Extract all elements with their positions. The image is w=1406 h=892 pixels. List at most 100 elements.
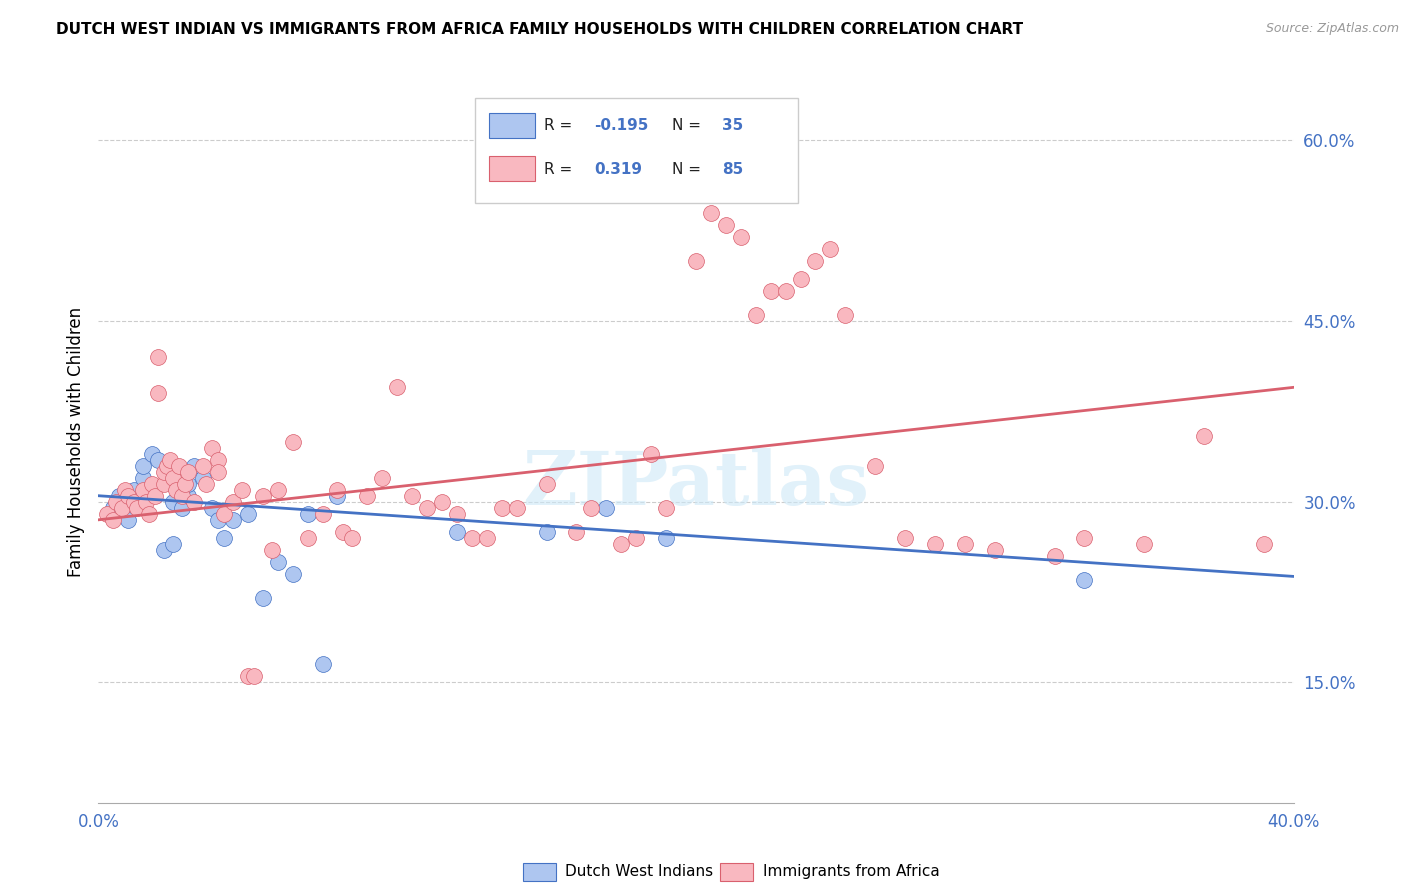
Point	[243, 669, 266, 683]
Point	[834, 308, 856, 322]
Point	[117, 513, 139, 527]
Text: Source: ZipAtlas.com: Source: ZipAtlas.com	[1265, 22, 1399, 36]
Point	[127, 500, 149, 515]
Point	[103, 513, 125, 527]
Point	[111, 500, 134, 515]
Point	[430, 494, 453, 508]
Point	[153, 476, 176, 491]
Point	[655, 531, 678, 545]
Point	[162, 470, 184, 484]
Point	[775, 284, 797, 298]
Point	[165, 483, 187, 497]
Point	[326, 483, 349, 497]
Bar	[489, 112, 534, 138]
Point	[595, 500, 617, 515]
Point	[162, 494, 184, 508]
Point	[260, 542, 283, 557]
Point	[446, 524, 468, 539]
Point	[212, 531, 235, 545]
Point	[281, 567, 304, 582]
Point	[132, 458, 155, 473]
Point	[311, 657, 333, 672]
Point	[114, 494, 136, 508]
Point	[356, 489, 378, 503]
Point	[640, 446, 662, 460]
Point	[626, 531, 648, 545]
Point	[201, 441, 224, 455]
Point	[156, 458, 179, 473]
Point	[132, 470, 155, 484]
Text: -0.195: -0.195	[595, 119, 648, 133]
Point	[506, 500, 529, 515]
Text: 35: 35	[723, 119, 744, 133]
Point	[1073, 573, 1095, 587]
Bar	[489, 156, 534, 181]
Point	[475, 531, 498, 545]
Point	[714, 218, 737, 232]
Text: R =: R =	[544, 161, 582, 177]
Point	[311, 507, 333, 521]
Point	[148, 350, 170, 364]
Point	[371, 470, 394, 484]
Point	[222, 494, 245, 508]
Point	[610, 537, 633, 551]
Point	[1253, 537, 1275, 551]
Point	[148, 452, 170, 467]
Point	[1043, 549, 1066, 563]
Point	[183, 494, 205, 508]
Point	[153, 465, 176, 479]
Point	[191, 458, 214, 473]
Point	[114, 483, 136, 497]
Point	[297, 507, 319, 521]
Point	[342, 531, 364, 545]
Point	[207, 513, 229, 527]
Text: 0.319: 0.319	[595, 161, 643, 177]
Point	[135, 494, 157, 508]
Point	[96, 507, 118, 521]
Point	[174, 476, 197, 491]
Point	[103, 500, 125, 515]
Point	[177, 489, 200, 503]
Point	[167, 458, 190, 473]
Text: ZIPatlas: ZIPatlas	[523, 449, 869, 522]
Point	[222, 513, 245, 527]
Point	[252, 489, 274, 503]
Point	[212, 507, 235, 521]
Point	[207, 452, 229, 467]
Point	[565, 524, 588, 539]
Point	[267, 483, 290, 497]
Point	[141, 446, 163, 460]
Text: Dutch West Indians: Dutch West Indians	[565, 864, 713, 879]
Point	[236, 669, 259, 683]
Point	[162, 537, 184, 551]
Point	[231, 483, 253, 497]
Point	[141, 476, 163, 491]
Point	[117, 489, 139, 503]
Point	[172, 500, 194, 515]
Point	[138, 507, 160, 521]
Point	[159, 452, 181, 467]
Point	[267, 555, 290, 569]
Point	[207, 465, 229, 479]
Point	[236, 507, 259, 521]
Point	[789, 272, 811, 286]
Point	[297, 531, 319, 545]
Point	[924, 537, 946, 551]
Point	[685, 253, 707, 268]
Point	[124, 494, 146, 508]
Point	[252, 591, 274, 606]
Point	[385, 380, 409, 394]
Point	[894, 531, 917, 545]
Text: 85: 85	[723, 161, 744, 177]
Point	[536, 524, 558, 539]
Point	[536, 476, 558, 491]
Point	[655, 500, 678, 515]
Point	[461, 531, 484, 545]
Point	[401, 489, 423, 503]
Point	[984, 542, 1007, 557]
Point	[1073, 531, 1095, 545]
Point	[177, 465, 200, 479]
Text: R =: R =	[544, 119, 578, 133]
Point	[153, 542, 176, 557]
Point	[177, 476, 200, 491]
